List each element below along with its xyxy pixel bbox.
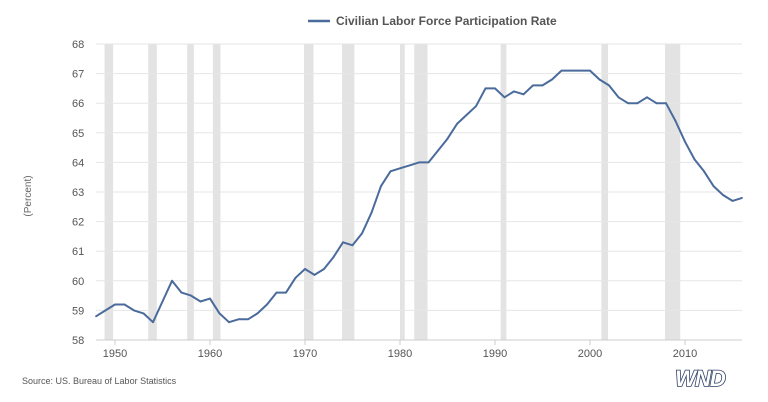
data-point: [266, 303, 268, 306]
data-point: [741, 197, 743, 199]
data-point: [684, 140, 686, 143]
legend-label: Civilian Labor Force Participation Rate: [336, 14, 557, 28]
data-point: [465, 114, 468, 116]
data-point: [494, 87, 496, 90]
data-point: [408, 164, 411, 167]
data-point: [579, 69, 582, 72]
data-point: [237, 318, 240, 321]
data-point: [199, 300, 202, 303]
x-tick-label: 1970: [293, 348, 317, 360]
logo-text: WND: [675, 366, 726, 391]
series-layer: [95, 69, 743, 324]
data-point: [693, 158, 696, 161]
y-tick-label: 61: [72, 246, 84, 258]
data-point: [437, 149, 439, 152]
data-point: [627, 102, 629, 105]
y-tick-label: 68: [72, 39, 84, 51]
data-point: [323, 268, 325, 270]
data-point: [446, 137, 449, 140]
data-point: [418, 161, 420, 164]
data-point: [123, 303, 126, 306]
data-point: [228, 321, 230, 324]
data-point: [646, 96, 648, 99]
x-tick-label: 1980: [388, 348, 412, 360]
data-point: [161, 300, 164, 303]
data-point: [275, 291, 278, 294]
data-point: [313, 273, 316, 276]
data-point: [589, 69, 591, 72]
data-point: [152, 321, 154, 324]
y-tick-label: 67: [72, 69, 84, 81]
x-tick-label: 1960: [198, 348, 222, 360]
x-tick-label: 2010: [673, 348, 697, 360]
data-point: [570, 69, 572, 72]
data-point: [655, 102, 658, 105]
data-point: [342, 241, 344, 244]
data-point: [256, 312, 259, 315]
data-point: [209, 297, 211, 300]
x-axis-tick-labels: 1950 1960 1970 1980 1990 2000 2010: [96, 339, 742, 360]
data-point: [104, 309, 107, 312]
data-point: [532, 84, 534, 87]
y-tick-label: 60: [72, 276, 84, 288]
data-point: [285, 291, 287, 294]
data-point: [456, 123, 458, 125]
y-tick-label: 65: [72, 128, 84, 140]
data-point: [541, 84, 544, 87]
y-tick-label: 66: [72, 98, 84, 110]
data-point: [380, 185, 382, 187]
data-point: [180, 291, 183, 294]
data-point: [370, 211, 373, 214]
source-note: Source: US. Bureau of Labor Statistics: [22, 376, 177, 386]
data-point: [617, 96, 620, 99]
data-point: [551, 78, 553, 81]
legend: Civilian Labor Force Participation Rate: [308, 14, 557, 28]
wnd-logo: WND: [674, 366, 727, 392]
data-point: [389, 170, 392, 173]
y-axis-tick-labels: 58 59 60 61 62 63 64 65 66 67 68: [72, 39, 84, 347]
data-point: [190, 294, 192, 297]
y-tick-label: 59: [72, 305, 84, 317]
data-point: [513, 90, 515, 93]
y-tick-label: 62: [72, 217, 84, 229]
data-point: [484, 87, 487, 90]
data-point: [731, 199, 734, 202]
y-tick-label: 58: [72, 335, 84, 347]
data-point: [475, 105, 477, 108]
data-point: [361, 232, 363, 235]
x-tick-label: 2000: [578, 348, 602, 360]
data-point: [560, 69, 563, 72]
data-point: [294, 276, 297, 279]
data-point: [218, 312, 221, 315]
data-point: [722, 194, 724, 196]
data-point: [427, 161, 430, 164]
y-tick-label: 64: [72, 157, 84, 169]
data-point: [703, 170, 705, 173]
data-point: [674, 120, 677, 122]
data-point: [636, 102, 639, 105]
data-point: [503, 96, 506, 99]
data-point: [399, 167, 401, 170]
x-tick-label: 1950: [103, 348, 127, 360]
y-tick-label: 63: [72, 187, 84, 199]
data-point: [522, 93, 525, 96]
data-point: [332, 256, 335, 259]
data-point: [712, 185, 715, 187]
data-point: [351, 244, 354, 247]
data-point: [95, 315, 97, 318]
data-point: [247, 318, 249, 321]
data-point: [171, 279, 173, 282]
data-point: [114, 303, 116, 306]
data-point: [304, 268, 306, 270]
data-point: [608, 84, 610, 87]
y-axis-label: (Percent): [23, 175, 34, 216]
data-point: [142, 312, 145, 315]
data-point: [133, 309, 135, 312]
data-point: [598, 78, 601, 81]
x-tick-label: 1990: [483, 348, 507, 360]
data-point: [665, 102, 667, 105]
